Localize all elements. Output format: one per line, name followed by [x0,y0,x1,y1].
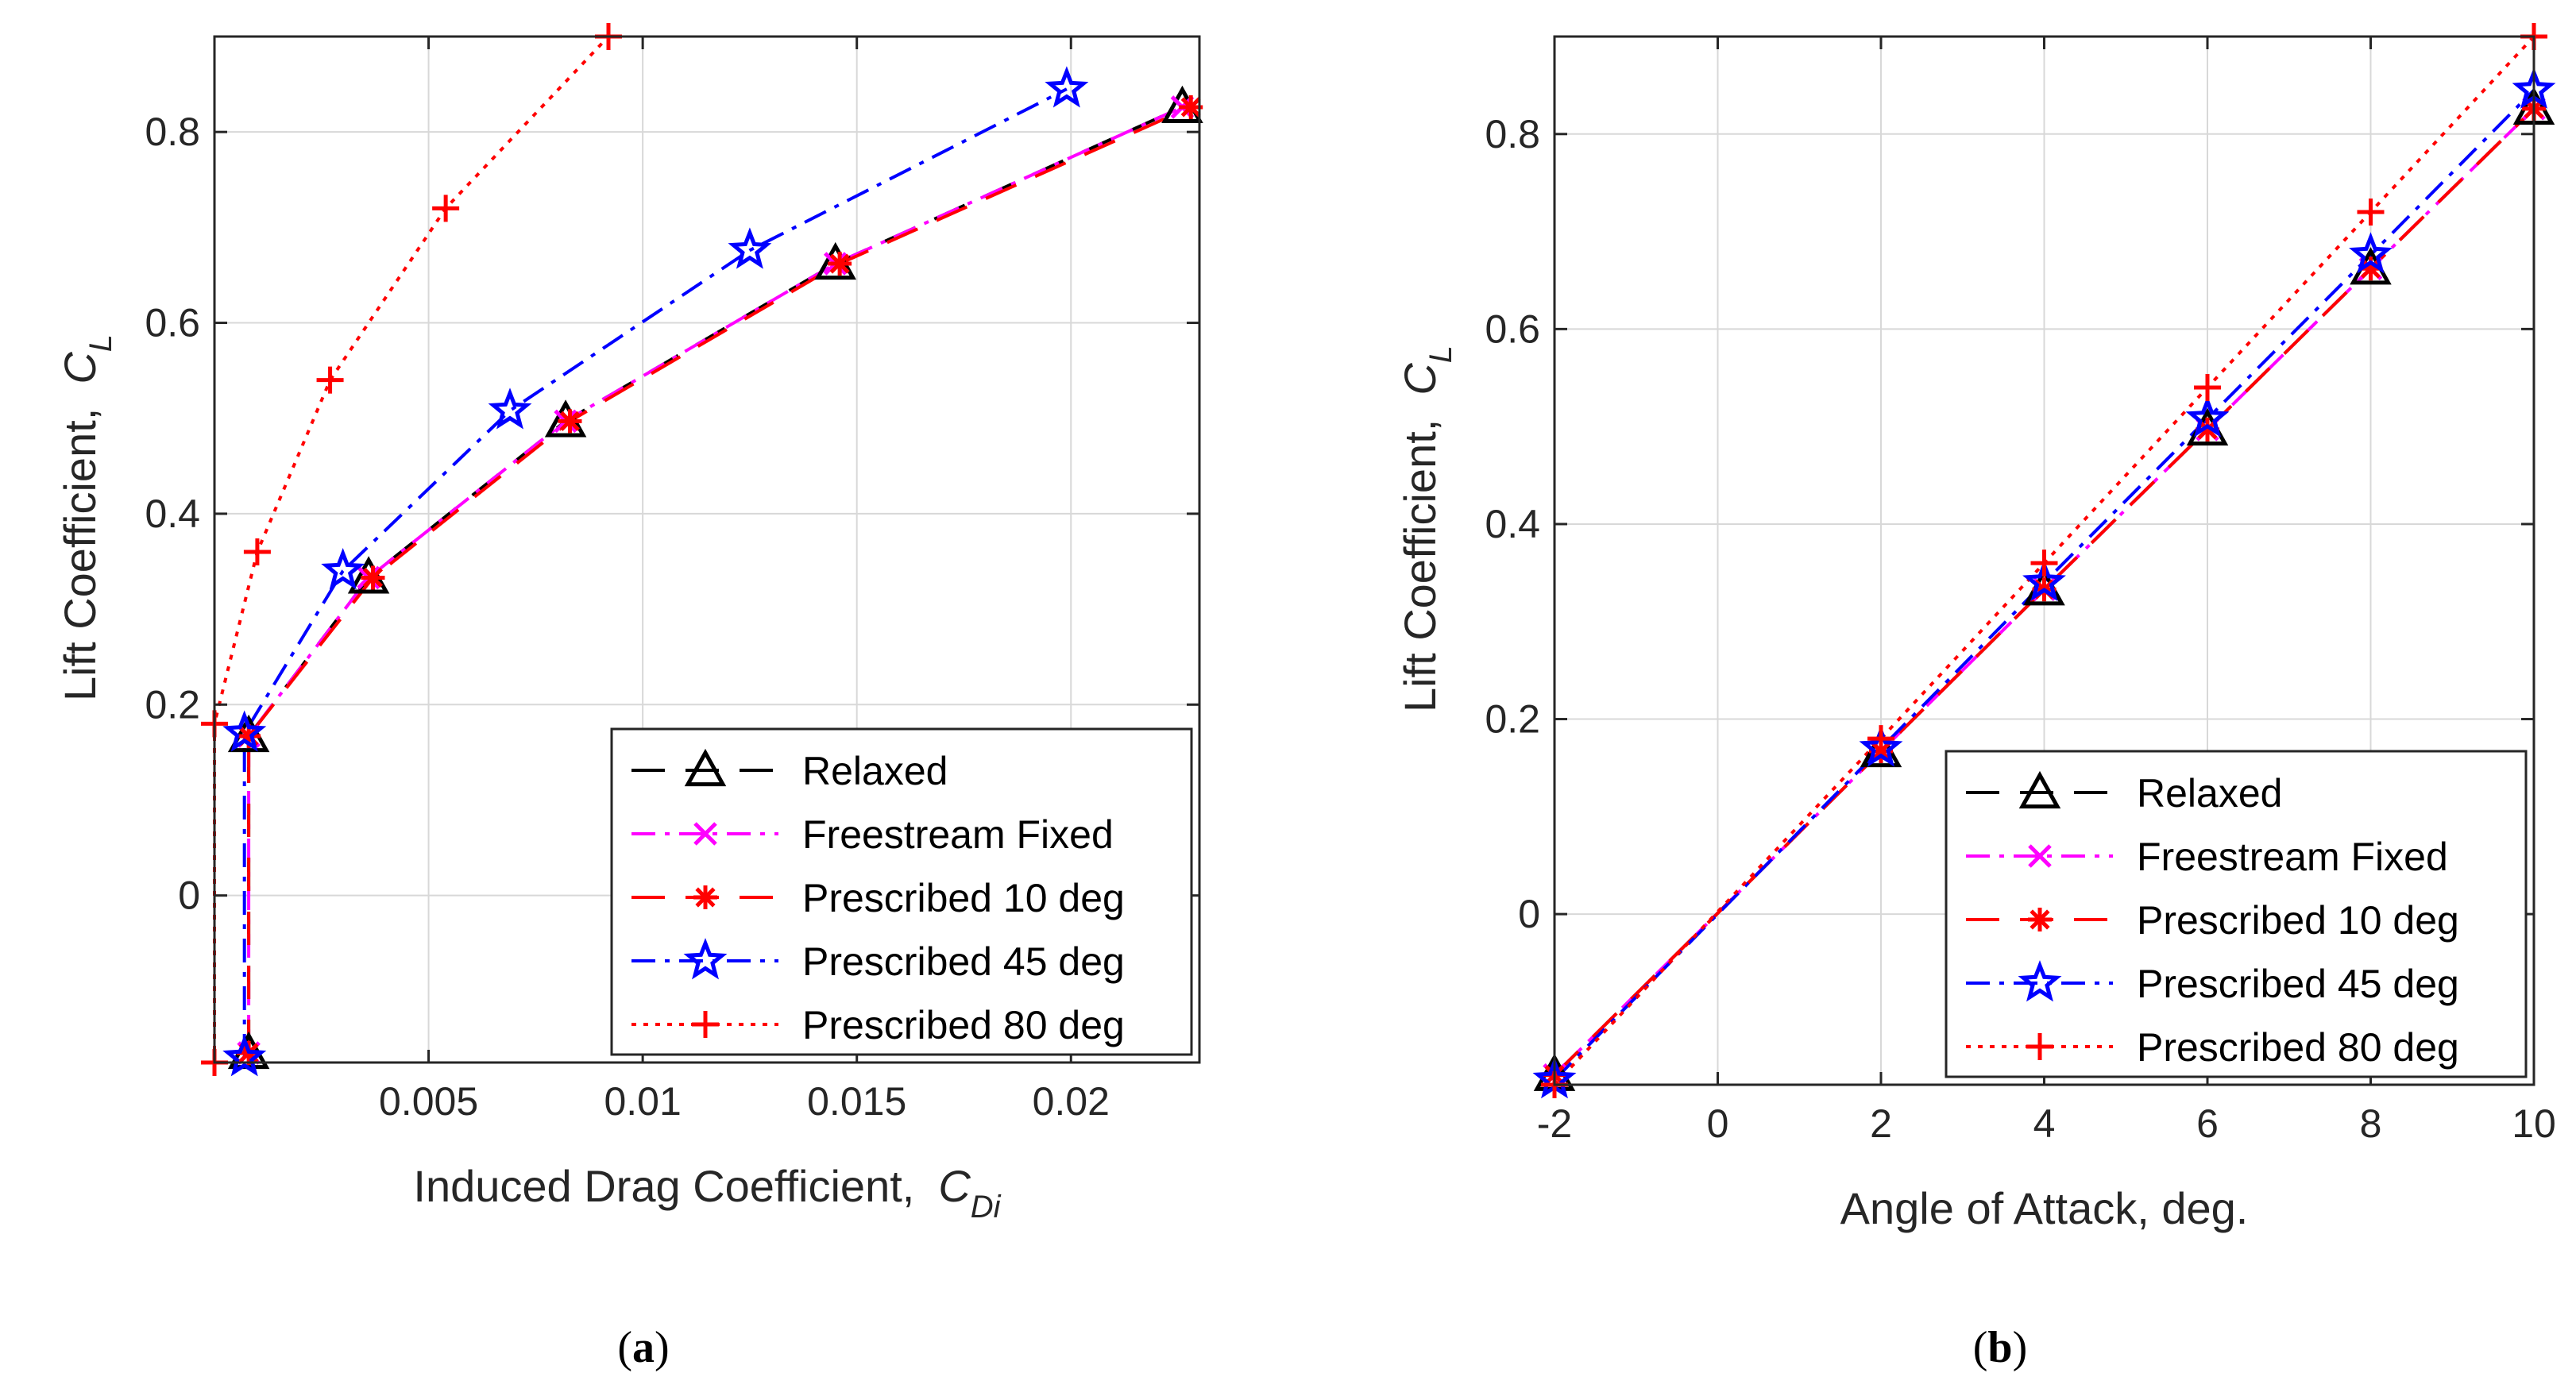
y-tick-label: 0.6 [145,301,200,345]
data-point-4-4 [432,195,460,222]
legend-marker-0 [684,748,727,787]
data-point-4-3 [2194,374,2221,402]
data-point-4-4 [2357,199,2385,226]
legend-label-0: Relaxed [802,749,948,793]
data-point-3-2 [2022,559,2066,601]
x-axis-label: Induced Drag Coefficient, CDi [413,1161,1001,1225]
data-point-4-2 [2030,550,2058,577]
legend-label-1: Freestream Fixed [802,812,1114,857]
y-axis-label-text: Lift Coefficient, [1395,419,1445,712]
x-tick-label: 6 [2196,1101,2219,1146]
data-point-4-2 [243,538,271,566]
data-point-3-4 [728,227,772,269]
data-point-2-4 [828,252,852,276]
x-tick-label: 2 [1870,1101,1892,1146]
legend-label-0: Relaxed [2137,771,2282,816]
legend: Relaxed Freestream Fixed Prescribed 10 deg… [1945,750,2528,1078]
y-tick-label: 0.8 [145,110,200,154]
y-tick-label: 0.8 [1485,112,1540,156]
data-point-3-3 [2185,395,2230,438]
axes-box [213,35,1201,1064]
data-point-3-1 [222,710,267,752]
series-line-1 [247,106,1184,1053]
y-axis-label-text: Lift Coefficient, [55,408,105,701]
x-tick-label: 0.01 [604,1079,681,1124]
data-point-3-5 [1045,66,1089,108]
caption-b: (b) [1973,1323,2027,1372]
legend-label-2: Prescribed 10 deg [802,876,1125,920]
y-tick-label: 0.4 [145,492,200,536]
x-tick-label: 0.015 [807,1079,906,1124]
series-line-4 [1553,35,2535,1086]
x-axis-label-text: Induced Drag Coefficient, [413,1161,914,1211]
series-line-2 [247,106,1192,1053]
legend-label-3: Prescribed 45 deg [2137,962,2459,1006]
data-point-3-3 [488,388,532,430]
x-tick-label: -2 [1537,1101,1572,1146]
data-point-2-3 [2196,417,2219,442]
x-tick-label: 10 [2512,1101,2556,1146]
x-axis-symbol: C [938,1161,971,1211]
x-tick-label: 4 [2033,1101,2056,1146]
data-point-3-2 [321,548,365,590]
legend-label-2: Prescribed 10 deg [2137,898,2459,943]
legend-marker-4 [2026,1033,2053,1060]
y-axis-label: Lift Coefficient, CL [55,334,118,701]
legend-label-1: Freestream Fixed [2137,835,2448,879]
legend-label-4: Prescribed 80 deg [2137,1025,2459,1070]
data-point-3-4 [2349,232,2393,274]
x-axis-label: Angle of Attack, deg. [1840,1183,2249,1233]
x-tick-label: 8 [2360,1101,2382,1146]
legend-marker-1 [693,822,717,846]
y-tick-label: 0.2 [145,682,200,727]
y-tick-label: 0 [178,874,200,918]
legend: Relaxed Freestream Fixed Prescribed 10 deg… [610,727,1193,1056]
y-tick-label: 0.4 [1485,502,1540,546]
caption-a: (a) [617,1323,669,1372]
x-tick-label: 0.02 [1033,1079,1110,1124]
chart-b: -2 0 2 4 6 8 10 0 0.2 0.4 0.6 0.8 Angle of Attack, d… [1395,23,2556,1233]
chart-a: 0.005 0.01 0.015 0.02 0 0.2 0.4 0.6 0.8 Induced D… [55,23,1203,1225]
x-axis-subscript: Di [971,1190,1002,1225]
legend-marker-2 [693,885,717,909]
data-point-3-0 [222,1035,267,1077]
legend-label-4: Prescribed 80 deg [802,1003,1125,1047]
series-line-3 [1553,89,2535,1082]
legend-marker-4 [692,1011,719,1038]
x-axis-label-text: Angle of Attack, deg. [1840,1183,2249,1233]
data-point-2-2 [361,565,385,590]
data-point-3-1 [1859,725,1903,767]
y-axis-symbol: C [1395,363,1445,395]
data-point-2-4 [2358,256,2383,281]
data-point-4-1 [1867,725,1894,753]
y-tick-label: 0.6 [1485,307,1540,351]
y-axis-subscript: L [1423,345,1458,363]
x-tick-label: 0 [1707,1101,1729,1146]
legend-marker-3 [2018,960,2062,1002]
data-point-2-5 [1179,94,1203,119]
x-tick-label: 0.005 [379,1079,478,1124]
legend-marker-1 [2028,844,2052,868]
y-tick-label: 0.2 [1485,697,1540,742]
data-point-4-3 [316,366,344,394]
y-axis-label: Lift Coefficient, CL [1395,345,1458,712]
legend-marker-2 [2028,908,2052,931]
y-axis-symbol: C [55,352,105,384]
data-point-2-1 [237,723,261,748]
series-line-0 [247,106,1184,1053]
legend-label-3: Prescribed 45 deg [802,939,1125,984]
series-line-3 [242,87,1068,1058]
data-point-2-3 [558,409,582,434]
y-axis-subscript: L [83,334,118,352]
legend-marker-0 [2018,770,2061,809]
series-line-4 [213,35,610,1063]
y-tick-label: 0 [1518,892,1540,936]
legend-marker-3 [683,938,728,980]
